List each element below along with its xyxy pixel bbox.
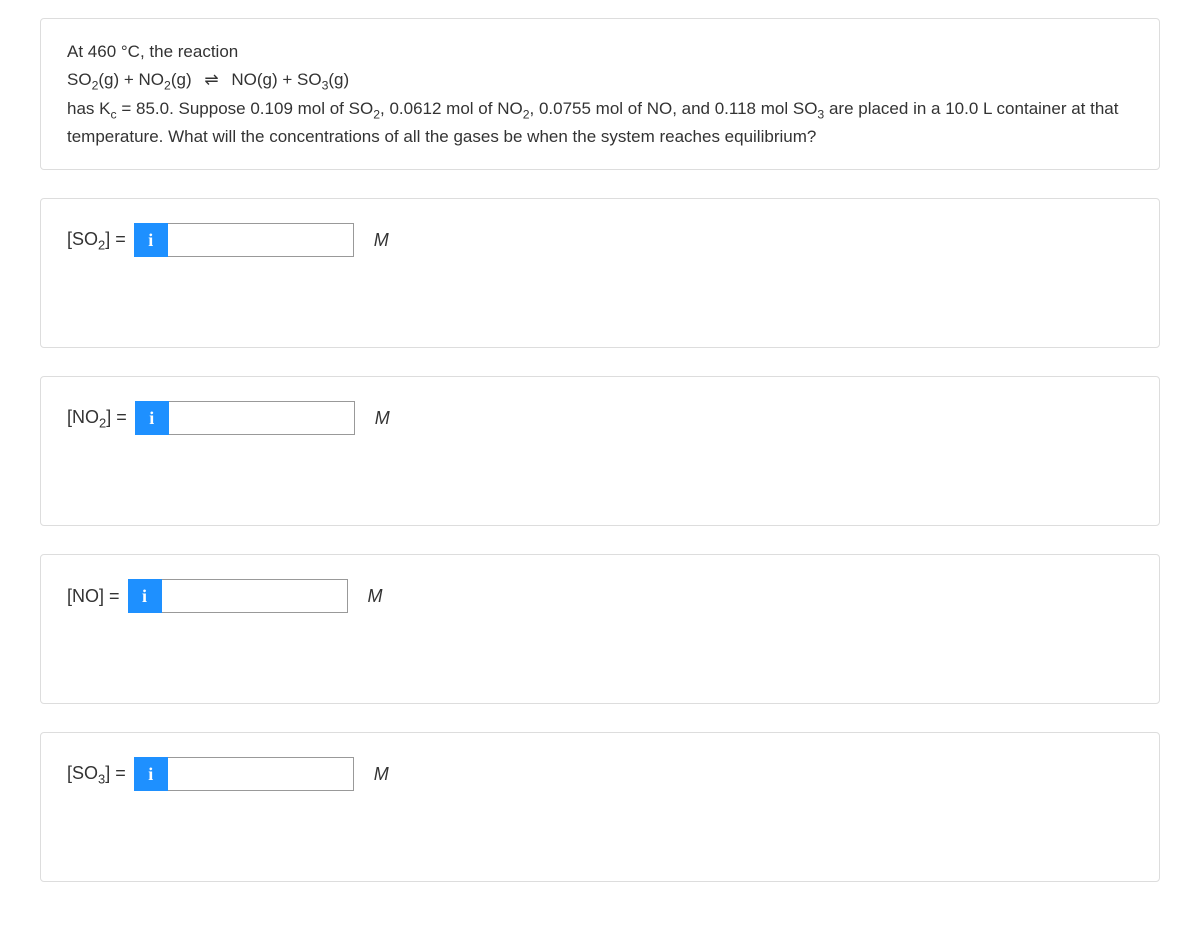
answer-row: [NO] = i M <box>67 579 1133 613</box>
concentration-input[interactable] <box>169 401 355 435</box>
info-icon[interactable]: i <box>135 401 169 435</box>
concentration-input[interactable] <box>162 579 348 613</box>
species-label: [NO] = <box>67 583 120 610</box>
page: At 460 °C, the reaction SO2(g) + NO2(g) … <box>0 0 1200 950</box>
deg-c: °C <box>121 42 140 61</box>
answer-box: [NO2] = i M <box>40 376 1160 526</box>
species-label: [SO3] = <box>67 760 126 789</box>
reaction-equation: SO2(g) + NO2(g) ⇌ NO(g) + SO3(g) <box>67 67 1133 95</box>
answer-box: [SO2] = i M <box>40 198 1160 348</box>
equation-rhs: NO(g) + SO3(g) <box>231 70 349 89</box>
unit-label: M <box>374 227 389 254</box>
question-box: At 460 °C, the reaction SO2(g) + NO2(g) … <box>40 18 1160 170</box>
answer-row: [NO2] = i M <box>67 401 1133 435</box>
info-icon[interactable]: i <box>128 579 162 613</box>
equilibrium-arrow-icon: ⇌ <box>204 67 218 93</box>
answer-row: [SO2] = i M <box>67 223 1133 257</box>
q-text: At 460 <box>67 42 121 61</box>
q-text: , the reaction <box>140 42 238 61</box>
question-line-1: At 460 °C, the reaction <box>67 39 1133 65</box>
unit-label: M <box>368 583 383 610</box>
concentration-input[interactable] <box>168 757 354 791</box>
concentration-input[interactable] <box>168 223 354 257</box>
equation-lhs: SO2(g) + NO2(g) <box>67 70 192 89</box>
unit-label: M <box>374 761 389 788</box>
unit-label: M <box>375 405 390 432</box>
info-icon[interactable]: i <box>134 223 168 257</box>
answer-box: [SO3] = i M <box>40 732 1160 882</box>
species-label: [NO2] = <box>67 404 127 433</box>
answer-box: [NO] = i M <box>40 554 1160 704</box>
answers-container: [SO2] = i M [NO2] = i M [NO] = i M [SO3] = i M <box>40 198 1160 882</box>
species-label: [SO2] = <box>67 226 126 255</box>
info-icon[interactable]: i <box>134 757 168 791</box>
answer-row: [SO3] = i M <box>67 757 1133 791</box>
question-line-3: has Kc = 85.0. Suppose 0.109 mol of SO2,… <box>67 96 1133 149</box>
